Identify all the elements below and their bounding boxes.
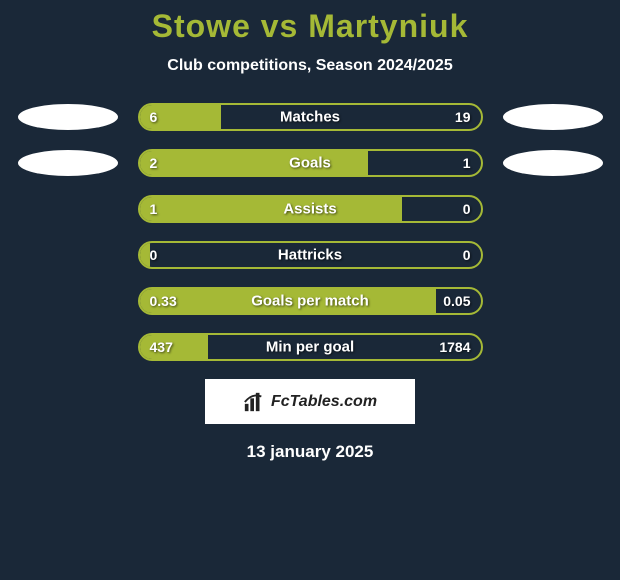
player-flag-left <box>18 104 118 130</box>
stat-value-right: 1784 <box>439 339 470 355</box>
stat-label: Assists <box>283 201 336 218</box>
stat-value-left: 6 <box>150 109 158 125</box>
player-flag-right <box>503 150 603 176</box>
page-subtitle: Club competitions, Season 2024/2025 <box>0 57 620 75</box>
flag-spacer <box>18 196 118 222</box>
flag-spacer <box>503 288 603 314</box>
flag-spacer <box>18 242 118 268</box>
stat-bar: 437 Min per goal 1784 <box>138 333 483 361</box>
flag-spacer <box>503 196 603 222</box>
stat-value-left: 1 <box>150 201 158 217</box>
stat-row: 6 Matches 19 <box>0 103 620 131</box>
stat-row: 0.33 Goals per match 0.05 <box>0 287 620 315</box>
logo-text: FcTables.com <box>271 393 377 411</box>
stat-value-right: 0 <box>463 201 471 217</box>
stat-value-right: 1 <box>463 155 471 171</box>
stat-value-right: 19 <box>455 109 471 125</box>
date-label: 13 january 2025 <box>0 442 620 462</box>
stat-label: Goals <box>289 155 331 172</box>
stat-bar-fill <box>140 243 150 267</box>
stat-bar: 6 Matches 19 <box>138 103 483 131</box>
page-title: Stowe vs Martyniuk <box>0 8 620 45</box>
stat-label: Min per goal <box>266 339 354 356</box>
flag-spacer <box>18 288 118 314</box>
stat-bar: 0 Hattricks 0 <box>138 241 483 269</box>
stat-value-right: 0.05 <box>443 293 470 309</box>
stat-bar: 1 Assists 0 <box>138 195 483 223</box>
stat-label: Hattricks <box>278 247 342 264</box>
comparison-infographic: Stowe vs Martyniuk Club competitions, Se… <box>0 0 620 462</box>
flag-spacer <box>18 334 118 360</box>
stat-label: Goals per match <box>251 293 369 310</box>
flag-spacer <box>503 334 603 360</box>
stat-row: 1 Assists 0 <box>0 195 620 223</box>
stat-bar: 0.33 Goals per match 0.05 <box>138 287 483 315</box>
player-flag-left <box>18 150 118 176</box>
stat-row: 2 Goals 1 <box>0 149 620 177</box>
stat-value-left: 0.33 <box>150 293 177 309</box>
stat-label: Matches <box>280 109 340 126</box>
source-logo: FcTables.com <box>205 379 415 424</box>
stats-list: 6 Matches 19 2 Goals 1 1 Assists 0 0 Hattricks 0 0.3… <box>0 103 620 361</box>
stat-value-left: 0 <box>150 247 158 263</box>
stat-bar-fill <box>140 151 368 175</box>
stat-value-left: 2 <box>150 155 158 171</box>
stat-bar-fill <box>140 197 403 221</box>
stat-bar: 2 Goals 1 <box>138 149 483 177</box>
stat-value-right: 0 <box>463 247 471 263</box>
stat-value-left: 437 <box>150 339 173 355</box>
stat-row: 437 Min per goal 1784 <box>0 333 620 361</box>
bar-chart-icon <box>243 391 265 413</box>
stat-row: 0 Hattricks 0 <box>0 241 620 269</box>
flag-spacer <box>503 242 603 268</box>
player-flag-right <box>503 104 603 130</box>
